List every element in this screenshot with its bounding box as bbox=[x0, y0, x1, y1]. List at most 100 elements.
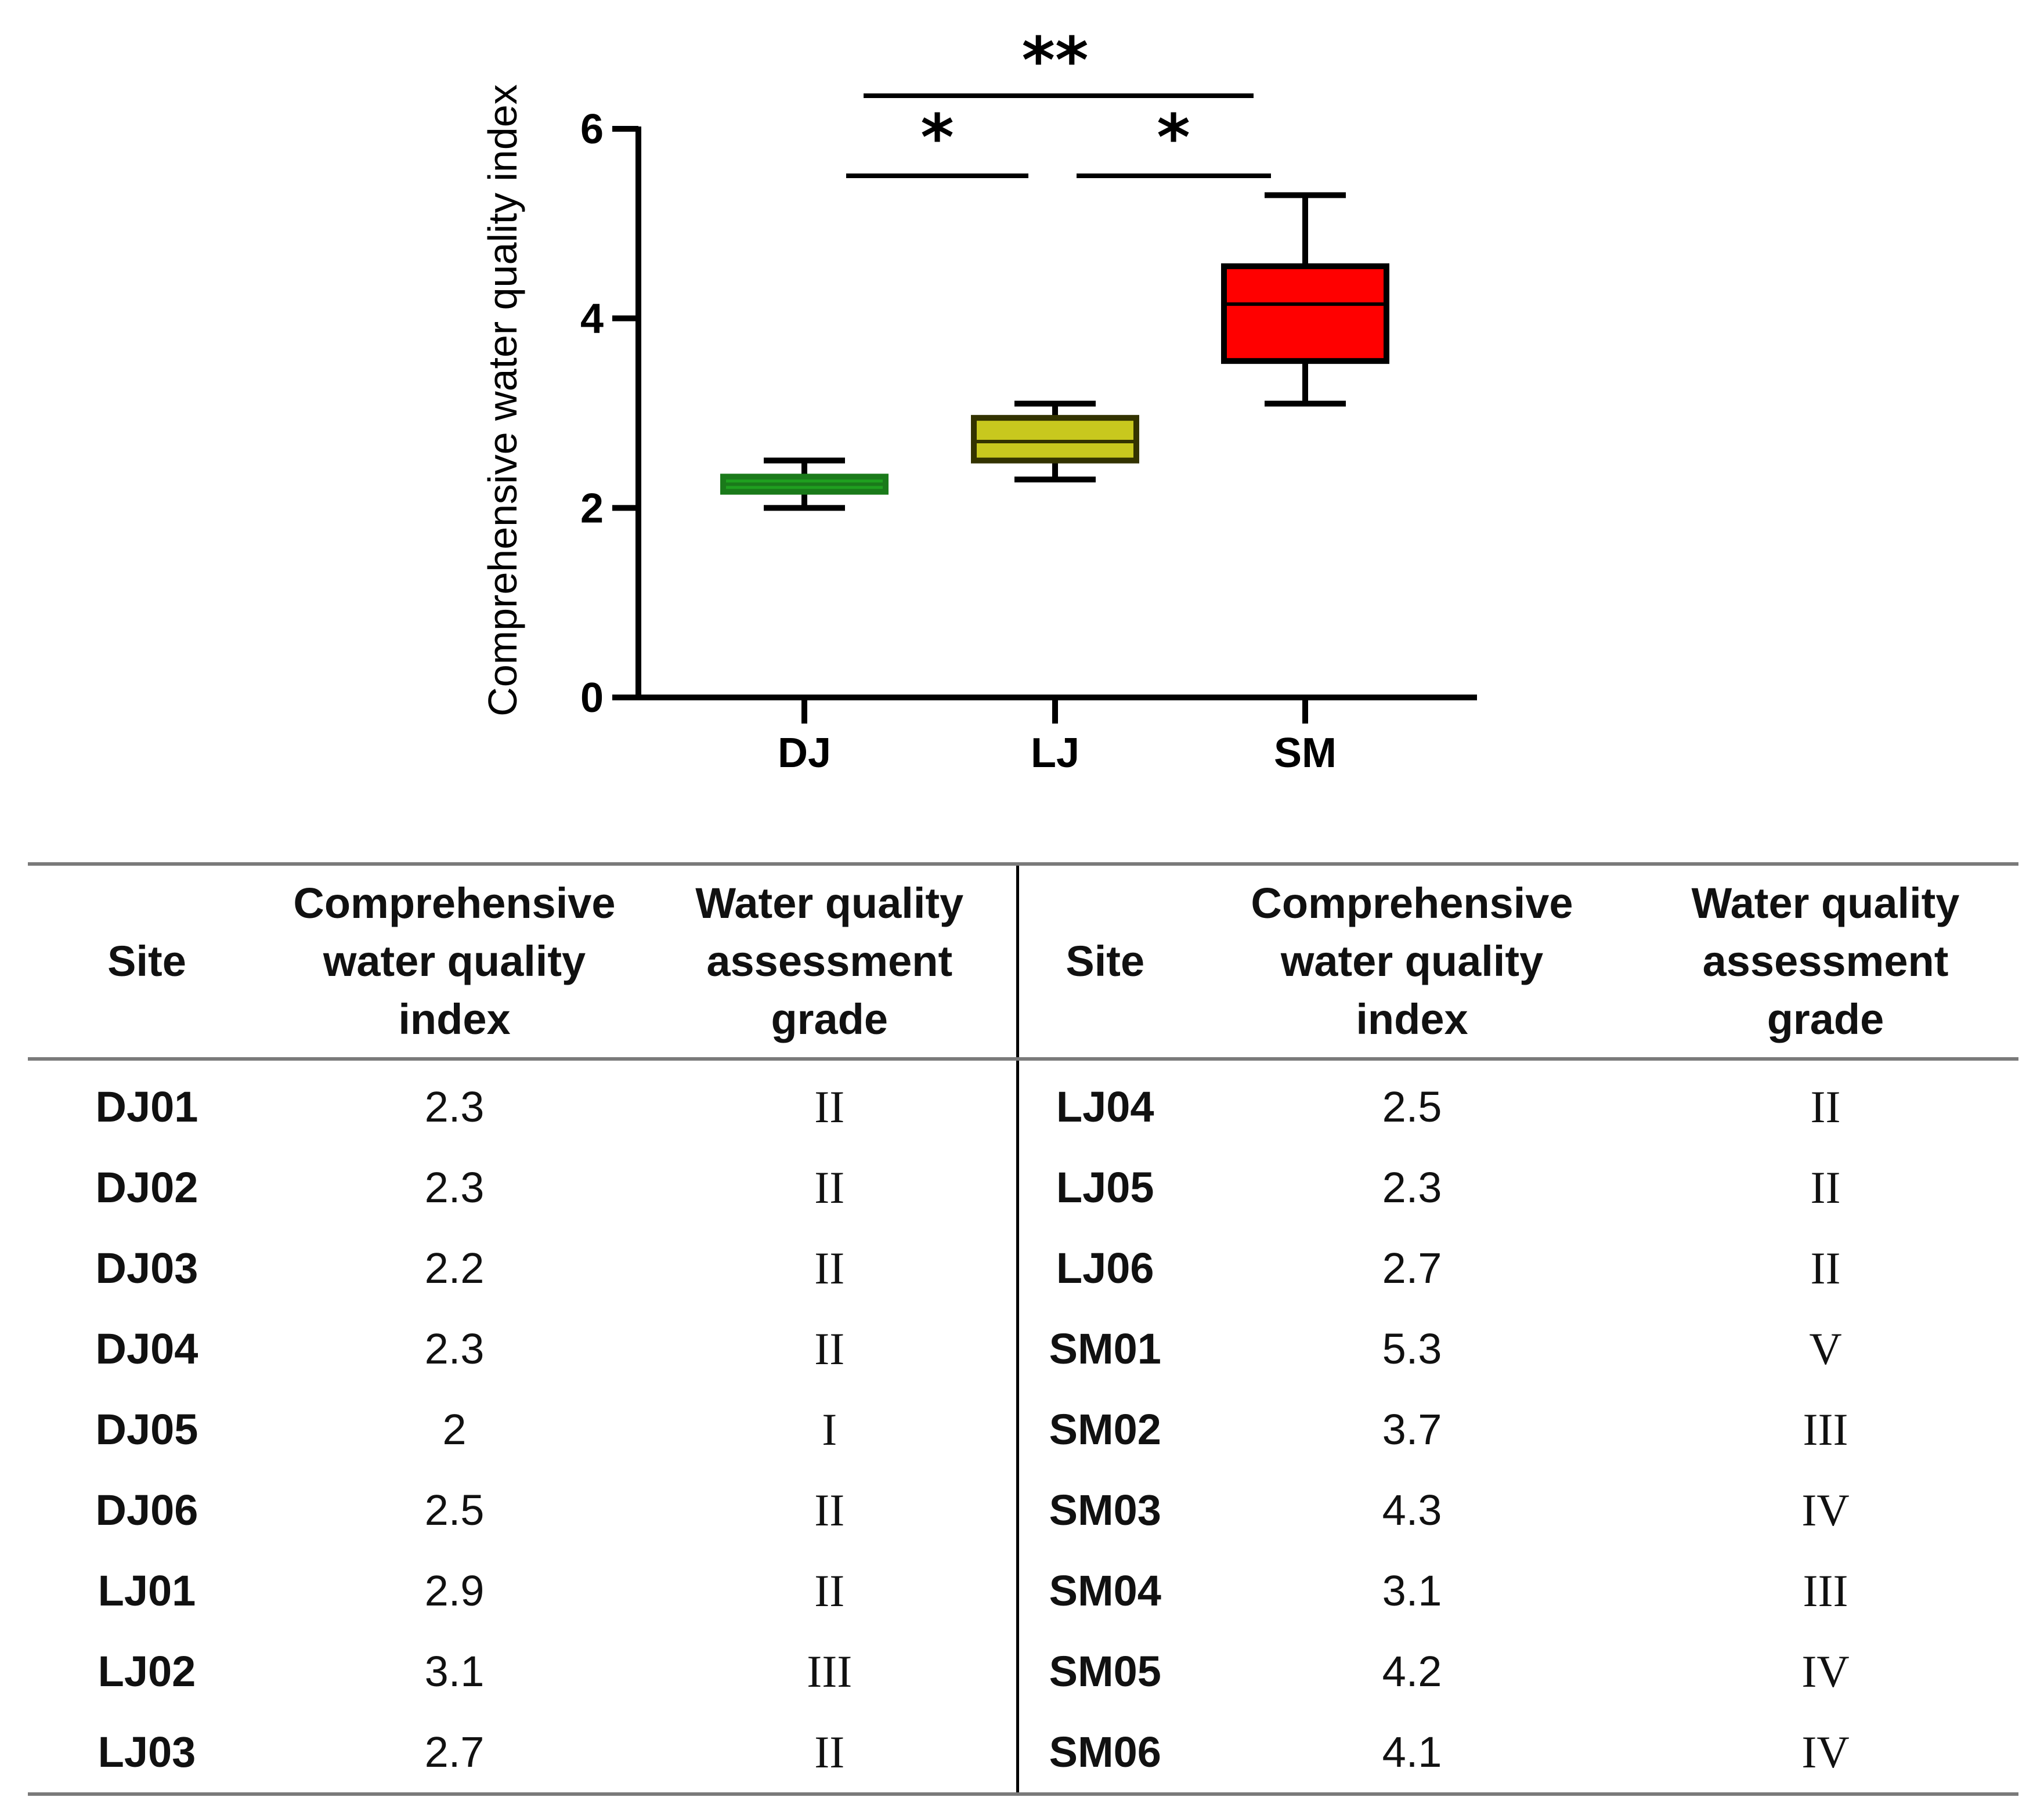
grade-cell: V bbox=[1809, 1323, 1842, 1374]
index-cell: 2 bbox=[442, 1405, 467, 1453]
x-tick-label: DJ bbox=[778, 730, 831, 776]
site-cell: SM01 bbox=[1049, 1325, 1161, 1373]
site-cell: LJ06 bbox=[1056, 1244, 1154, 1292]
grade-cell: II bbox=[643, 1228, 1019, 1308]
header-grade-line1: Water quality bbox=[695, 879, 964, 927]
grade-cell: II bbox=[1810, 1242, 1841, 1293]
significance-bracket: * bbox=[1077, 100, 1271, 178]
significance-label: ** bbox=[1021, 23, 1088, 97]
index-cell: 2.5 bbox=[424, 1486, 485, 1534]
table-header-row: Site Comprehensive water quality index W… bbox=[28, 864, 2018, 1061]
grade-cell: II bbox=[643, 1550, 1019, 1631]
grade-cell: I bbox=[643, 1389, 1019, 1470]
grade-cell: II bbox=[643, 1470, 1019, 1550]
grade-cell: II bbox=[643, 1147, 1019, 1228]
table-row: LJ01 2.9 II SM04 3.1 III bbox=[28, 1550, 2018, 1631]
index-cell: 2.5 bbox=[1382, 1083, 1442, 1131]
header-site-right: Site bbox=[1017, 864, 1191, 1061]
table-row: DJ03 2.2 II LJ06 2.7 II bbox=[28, 1228, 2018, 1308]
site-cell: DJ01 bbox=[95, 1083, 198, 1131]
header-index-right: Comprehensive water quality index bbox=[1191, 864, 1633, 1061]
box-iqr bbox=[971, 415, 1139, 464]
site-cell: LJ03 bbox=[97, 1728, 196, 1776]
index-cell: 5.3 bbox=[1382, 1325, 1442, 1373]
y-tick-label: 6 bbox=[580, 106, 604, 153]
grade-cell: II bbox=[643, 1059, 1019, 1147]
site-cell: SM06 bbox=[1049, 1728, 1161, 1776]
grade-cell: II bbox=[1810, 1081, 1841, 1132]
header-grade-left: Water quality assessment grade bbox=[643, 864, 1019, 1061]
x-tick-label: LJ bbox=[1031, 730, 1079, 776]
index-cell: 2.3 bbox=[424, 1163, 485, 1212]
x-tick-label: SM bbox=[1274, 730, 1337, 776]
site-index-table: Site Comprehensive water quality index W… bbox=[28, 862, 2018, 1796]
header-index-line3: index bbox=[398, 995, 511, 1043]
site-cell: DJ05 bbox=[95, 1405, 198, 1453]
header-index-line1: Comprehensive bbox=[293, 879, 616, 927]
header-grade-right: Water quality assessment grade bbox=[1633, 864, 2018, 1061]
header-index-line2: water quality bbox=[323, 937, 586, 985]
site-cell: SM04 bbox=[1049, 1567, 1161, 1615]
index-cell: 2.7 bbox=[424, 1728, 485, 1776]
header-index-line1: Comprehensive bbox=[1251, 879, 1573, 927]
header-grade-line1: Water quality bbox=[1691, 879, 1960, 927]
y-tick-label: 2 bbox=[580, 485, 604, 531]
site-cell: SM05 bbox=[1049, 1647, 1161, 1695]
table-row: LJ02 3.1 III SM05 4.2 IV bbox=[28, 1631, 2018, 1712]
site-cell: DJ06 bbox=[95, 1486, 198, 1534]
y-tick-label: 4 bbox=[580, 296, 604, 342]
grade-cell: II bbox=[643, 1712, 1019, 1794]
grade-cell: III bbox=[643, 1631, 1019, 1712]
site-cell: LJ01 bbox=[97, 1567, 196, 1615]
site-cell: DJ02 bbox=[95, 1163, 198, 1212]
site-cell: LJ04 bbox=[1056, 1083, 1154, 1131]
header-grade-line2: assessment bbox=[1702, 937, 1949, 985]
header-index-left: Comprehensive water quality index bbox=[266, 864, 643, 1061]
grade-cell: III bbox=[1803, 1565, 1848, 1616]
index-cell: 3.1 bbox=[424, 1647, 485, 1695]
box-iqr bbox=[1221, 263, 1389, 364]
grade-cell: II bbox=[1810, 1162, 1841, 1213]
grade-cell: III bbox=[1803, 1404, 1848, 1455]
boxplot-chart: Comprehensive water quality index 0 2 4 6 DJ… bbox=[480, 23, 1477, 776]
grade-cell: IV bbox=[1801, 1484, 1850, 1535]
index-cell: 2.7 bbox=[1382, 1244, 1442, 1292]
header-site-left: Site bbox=[28, 864, 266, 1061]
boxes bbox=[720, 192, 1389, 511]
significance-label: * bbox=[1157, 100, 1190, 175]
header-grade-line3: grade bbox=[771, 995, 888, 1043]
significance-brackets: * *** bbox=[846, 23, 1271, 178]
box-sm bbox=[1221, 192, 1389, 407]
table-row: DJ04 2.3 II SM01 5.3 V bbox=[28, 1308, 2018, 1389]
index-cell: 3.1 bbox=[1382, 1567, 1442, 1615]
index-cell: 4.3 bbox=[1382, 1486, 1442, 1534]
site-cell: SM02 bbox=[1049, 1405, 1161, 1453]
index-cell: 4.2 bbox=[1382, 1647, 1442, 1695]
table-row: DJ06 2.5 II SM03 4.3 IV bbox=[28, 1470, 2018, 1550]
box-dj bbox=[720, 457, 889, 511]
index-cell: 3.7 bbox=[1382, 1405, 1442, 1453]
table-row: DJ01 2.3 II LJ04 2.5 II bbox=[28, 1059, 2018, 1147]
grade-cell: II bbox=[643, 1308, 1019, 1389]
box-lj bbox=[971, 400, 1139, 483]
axes: 0 2 4 6 DJ LJ SM bbox=[580, 106, 1477, 776]
site-cell: DJ03 bbox=[95, 1244, 198, 1292]
site-cell: LJ05 bbox=[1056, 1163, 1154, 1212]
site-cell: SM03 bbox=[1049, 1486, 1161, 1534]
significance-bracket: ** bbox=[864, 23, 1254, 98]
table-row: DJ05 2 I SM02 3.7 III bbox=[28, 1389, 2018, 1470]
table-row: DJ02 2.3 II LJ05 2.3 II bbox=[28, 1147, 2018, 1228]
index-cell: 2.3 bbox=[424, 1083, 485, 1131]
header-index-line3: index bbox=[1356, 995, 1468, 1043]
table-row: LJ03 2.7 II SM06 4.1 IV bbox=[28, 1712, 2018, 1794]
header-grade-line2: assessment bbox=[706, 937, 953, 985]
index-cell: 2.2 bbox=[424, 1244, 485, 1292]
index-cell: 4.1 bbox=[1382, 1728, 1442, 1776]
index-cell: 2.3 bbox=[424, 1325, 485, 1373]
header-grade-line3: grade bbox=[1767, 995, 1884, 1043]
y-axis-title: Comprehensive water quality index bbox=[480, 84, 525, 716]
grade-cell: IV bbox=[1801, 1726, 1850, 1777]
index-cell: 2.9 bbox=[424, 1567, 485, 1615]
grade-cell: IV bbox=[1801, 1646, 1850, 1697]
y-tick-label: 0 bbox=[580, 675, 604, 721]
